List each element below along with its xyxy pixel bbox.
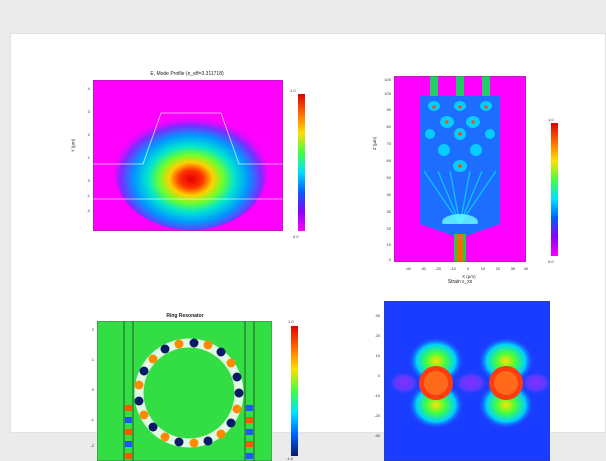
xtick: -10 [450,266,456,271]
ring-plot [97,321,272,461]
ytick: 4 [87,86,90,91]
mmi-plot [394,76,526,262]
mode-profile-ylabel: Y (μm) [70,138,76,153]
ytick: 80 [386,124,391,129]
xtick: -40 [405,266,411,271]
xtick: -30 [420,266,426,271]
xtick: 10 [480,266,486,271]
cbar-top-label: 1.0 [548,117,554,122]
ytick: 1 [87,155,90,160]
strain-plot [384,301,550,461]
ytick: 100 [384,77,391,82]
ytick: 1 [91,357,94,362]
ytick: 100 [384,91,391,96]
cbar-bottom-label: 0.0 [548,259,554,264]
ytick: 90 [386,107,391,112]
ytick: 50 [386,175,391,180]
mmi-ylabel: Z (μm) [372,136,378,151]
mode-profile-colorbar [298,94,305,231]
xtick: 40 [523,266,529,271]
ytick: 20 [375,333,380,338]
cbar-top-label: 1.0 [290,88,296,93]
mmi-xlabel: X (μm) [462,274,476,279]
xtick: 20 [495,266,501,271]
ytick: 20 [386,226,391,231]
ytick: 10 [375,353,380,358]
xtick: 0 [466,266,470,271]
ring-colorbar [291,326,298,456]
ytick: 30 [375,313,380,318]
mmi-colorbar [551,123,558,256]
ytick: -2 [86,208,90,213]
xtick: -20 [435,266,441,271]
mode-profile-plot [93,80,283,231]
ring-title: Ring Resonator [166,313,204,319]
ytick: 60 [386,158,391,163]
ytick: 0 [91,387,94,392]
cbar-bottom-label: 0.0 [293,234,299,239]
ytick: 0 [388,257,391,262]
ytick: 3 [87,109,90,114]
ytick: -30 [374,433,380,438]
ytick: 0 [377,373,380,378]
figure-frame: E, Mode Profile (n_eff=3.311718) Y (μm) … [10,33,606,461]
ytick: -10 [374,393,380,398]
ytick: 70 [386,141,391,146]
ytick: 2 [87,132,90,137]
ytick: -2 [90,443,94,448]
ytick: 2 [91,327,94,332]
xtick: 30 [510,266,516,271]
ytick: 40 [386,192,391,197]
ytick: -1 [86,193,90,198]
cbar-top-label: 1.0 [288,319,294,324]
ytick: 10 [386,242,391,247]
ytick: 30 [386,209,391,214]
ytick: 0 [87,178,90,183]
mode-profile-title: E, Mode Profile (n_eff=3.311718) [150,71,224,77]
ytick: -20 [374,413,380,418]
strain-title: Strain ε_xx [447,279,473,285]
ytick: -1 [90,417,94,422]
cbar-bottom-label: -1.0 [286,456,293,461]
